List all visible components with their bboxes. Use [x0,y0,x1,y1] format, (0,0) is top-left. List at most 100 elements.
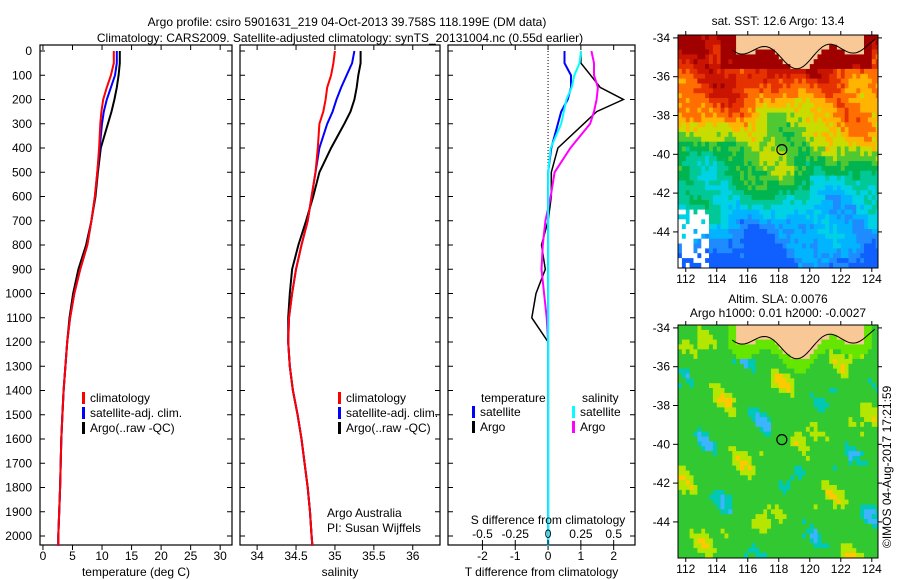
map-cell [794,54,799,60]
map-cell [798,548,803,554]
map-cell [798,83,803,89]
y-tick-label: 300 [12,117,32,131]
map-cell [759,214,764,220]
map-cell [860,199,865,206]
map-cell [817,402,822,409]
map-cell [701,141,706,148]
map-cell [802,417,807,423]
map-cell [821,78,826,85]
map-cell [836,224,842,230]
map-cell [743,417,749,423]
map-cell [712,460,718,467]
map-cell [767,107,772,114]
map-cell [805,455,811,462]
map-cell [732,54,737,60]
map-cell [728,161,733,167]
map-cell [798,199,803,206]
map-cell [716,102,722,109]
map-cell [778,68,784,75]
map-cell [771,127,776,133]
map-cell [867,243,873,249]
map-cell [716,233,722,240]
map-cell [860,146,865,152]
map-cell [778,460,784,467]
map-cell [852,195,857,201]
map-cell [767,504,772,510]
map-cell [755,388,760,394]
map-cell [809,548,815,554]
map-cell [767,426,772,433]
map-cell [697,180,702,186]
map-cell [678,204,683,211]
map-cell [709,455,714,462]
map-cell [716,528,722,535]
map-cell [786,543,791,549]
map-cell [829,368,834,375]
map-cell [778,538,784,544]
map-cell [809,238,815,245]
map-cell [767,538,772,544]
map-cell [763,190,768,196]
map-cell [712,112,718,119]
map-cell [798,509,803,515]
map-cell [848,117,853,123]
map-cell [774,514,780,520]
map-cell [836,165,842,172]
map-cell [763,388,768,394]
map-cell [693,552,698,558]
map-cell [685,117,691,123]
map-cell [840,325,846,331]
map-cell [747,253,753,259]
map-cell [805,219,811,225]
map-cell [833,122,838,128]
map-cell [728,441,733,447]
map-cell [705,93,710,99]
map-cell [771,214,776,220]
map-cell [782,485,788,491]
map-cell [833,378,838,384]
map-cell [743,102,749,109]
map-cell [844,253,850,259]
map-cell [759,339,764,346]
map-cell [732,68,737,75]
map-cell [716,190,722,196]
map-cell [805,422,811,428]
map-cell [736,54,741,60]
map-cell [774,248,780,254]
map-cell [825,349,830,355]
map-cell [720,499,726,506]
map-cell [689,519,695,525]
map-cell [751,412,757,418]
map-cell [813,39,819,46]
map-cell [747,480,753,486]
map-cell [813,489,819,496]
map-cell [833,209,838,216]
map-cell [736,39,741,46]
map-cell [685,68,691,75]
map-cell [705,214,710,220]
map-cell [716,141,722,148]
map-cell [759,528,764,535]
map-cell [833,412,838,418]
map-cell [786,383,791,389]
map-cell [833,170,838,177]
map-cell [829,190,834,196]
map-cell [802,199,807,206]
map-cell [833,349,838,355]
map-cell [790,451,795,457]
map-cell [778,358,784,365]
map-cell [701,49,706,55]
map-cell [740,98,745,104]
map-cell [701,185,706,191]
map-cell [782,68,788,75]
map-cell [798,102,803,109]
map-cell [697,489,702,496]
map-cell [771,451,776,457]
map-cell [860,190,865,196]
map-cell [821,35,826,41]
map-cell [774,499,780,506]
map-cell [689,480,695,486]
map-cell [844,219,850,225]
map-cell [774,519,780,525]
map-cell [771,388,776,394]
